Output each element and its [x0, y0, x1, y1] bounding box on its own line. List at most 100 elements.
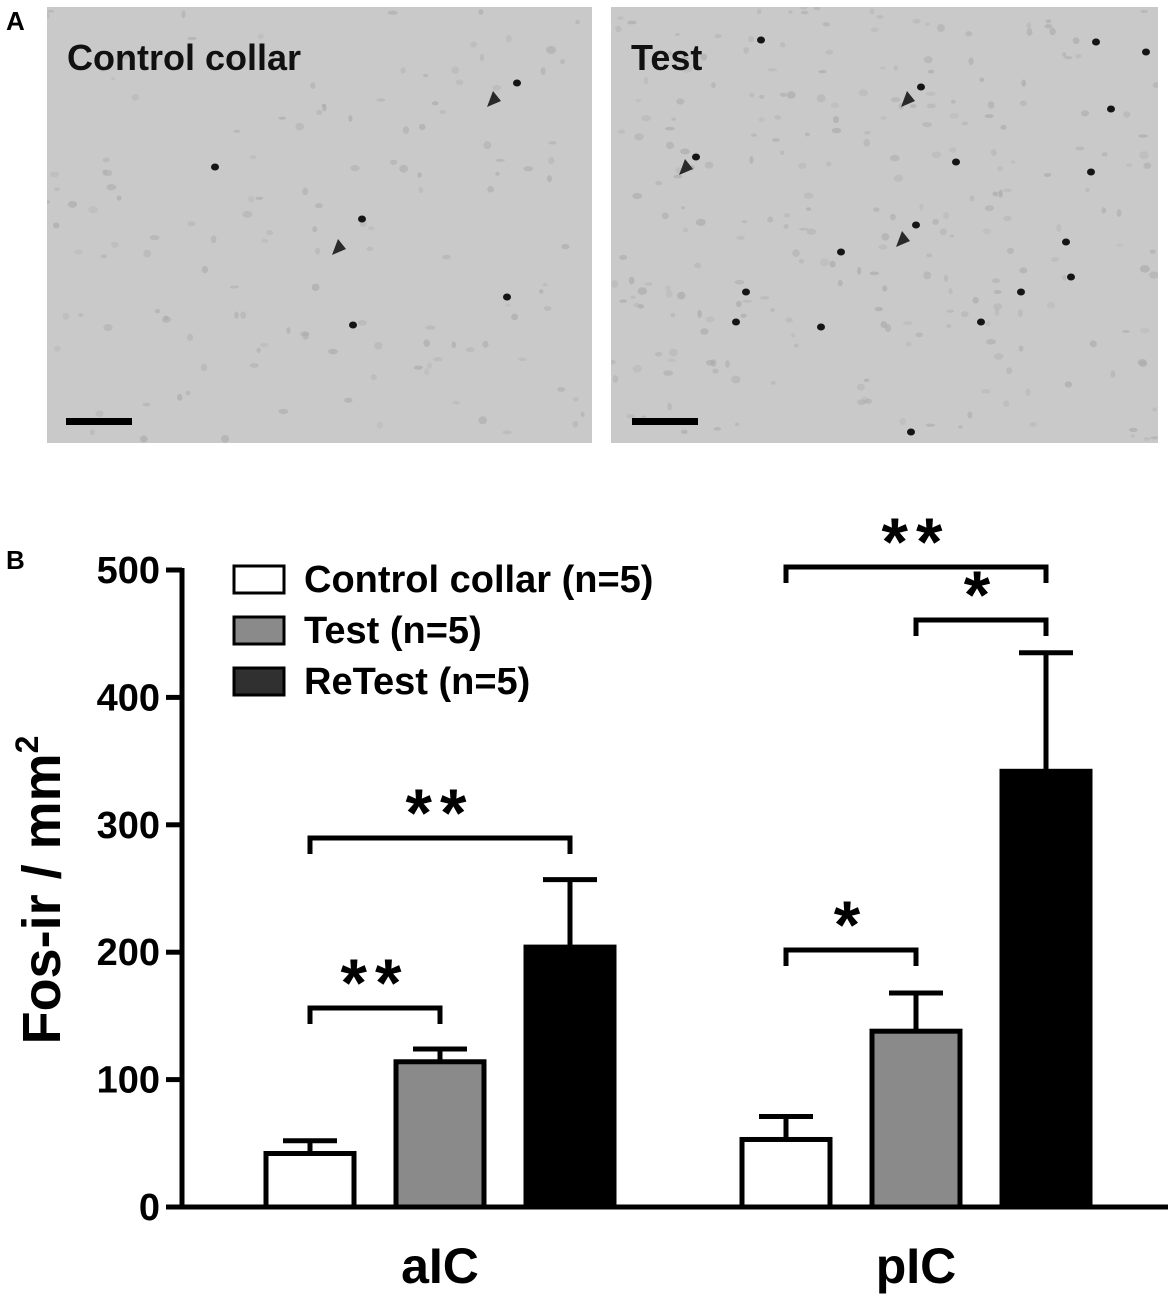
faint-cell [185, 390, 191, 396]
faint-cell [673, 174, 683, 179]
faint-cell [880, 321, 888, 328]
faint-cell [200, 363, 208, 372]
faint-cell [1062, 52, 1067, 57]
faint-cell [1143, 162, 1152, 169]
faint-cell [546, 175, 552, 183]
faint-cell [374, 341, 383, 350]
faint-cell [767, 216, 774, 223]
faint-cell [311, 283, 320, 291]
significance-bracket [913, 617, 1049, 636]
faint-cell [1029, 421, 1037, 427]
faint-cell [376, 421, 383, 429]
faint-cell [47, 200, 50, 204]
faint-cell [1140, 9, 1149, 14]
faint-cell [915, 332, 923, 338]
faint-cell [829, 260, 836, 268]
faint-cell [1123, 111, 1131, 118]
faint-cell [1025, 388, 1031, 396]
faint-cell [328, 348, 338, 355]
faint-cell [668, 50, 673, 56]
faint-cell [1049, 27, 1056, 36]
faint-cell [478, 9, 484, 16]
faint-cell [1138, 134, 1149, 138]
stained-nucleus [211, 163, 219, 171]
faint-cell [770, 381, 776, 385]
faint-cell [417, 172, 422, 178]
faint-cell [131, 93, 139, 101]
faint-cell [997, 165, 1004, 172]
faint-cell [1072, 37, 1080, 45]
faint-cell [939, 228, 947, 236]
faint-cell [1116, 243, 1124, 247]
faint-cell [74, 249, 83, 255]
faint-cell [47, 13, 50, 19]
faint-cell [806, 228, 817, 235]
faint-cell [229, 285, 239, 289]
faint-cell [779, 42, 786, 48]
faint-cell [1026, 28, 1033, 36]
bar [999, 768, 1093, 1210]
faint-cell [539, 289, 544, 294]
faint-cell [642, 45, 648, 52]
significance-bracket [307, 1005, 443, 1024]
x-tick-label: pIC [876, 1238, 957, 1294]
legend-swatch [232, 615, 286, 646]
faint-cell [1003, 400, 1010, 408]
faint-cell [805, 207, 812, 211]
faint-cell [863, 378, 870, 383]
faint-cell [88, 206, 99, 214]
faint-cell [667, 358, 676, 362]
faint-cell [117, 57, 123, 65]
faint-cell [433, 357, 443, 362]
significance-label: ** [406, 775, 475, 851]
faint-cell [479, 53, 485, 62]
faint-cell [387, 10, 398, 15]
bar [393, 1059, 487, 1210]
faint-cell [1006, 247, 1014, 255]
faint-cell [946, 309, 955, 313]
stained-nucleus [358, 215, 366, 223]
faint-cell [627, 20, 637, 25]
faint-cell [103, 169, 113, 177]
significance-label: * [834, 887, 868, 963]
faint-cell [965, 31, 973, 37]
faint-cell [67, 200, 78, 208]
faint-cell [110, 241, 119, 248]
faint-cell [771, 138, 780, 142]
panel-a-letter: A [6, 6, 25, 36]
faint-cell [856, 383, 865, 391]
faint-cell [495, 171, 500, 176]
faint-cell [979, 77, 985, 82]
faint-cell [943, 274, 949, 283]
significance-bracket [783, 564, 1049, 583]
faint-cell [240, 311, 247, 319]
faint-cell [633, 302, 640, 308]
y-tick-label: 400 [97, 677, 160, 719]
faint-cell [548, 156, 555, 165]
faint-cell [210, 235, 217, 244]
stained-nucleus [692, 153, 700, 161]
faint-cell [1010, 160, 1016, 164]
faint-cell [102, 157, 111, 163]
faint-cell [1047, 301, 1056, 309]
faint-cell [751, 133, 757, 137]
faint-cell [882, 285, 888, 292]
scale-bar [66, 418, 132, 425]
faint-cell [927, 69, 935, 74]
stained-nucleus [732, 318, 740, 326]
faint-cell [49, 171, 60, 178]
faint-cell [926, 103, 936, 109]
stained-nucleus [907, 428, 915, 436]
faint-cell [774, 115, 782, 120]
faint-cell [628, 276, 635, 285]
faint-cell [418, 186, 424, 194]
faint-cell [78, 313, 84, 317]
faint-cell [878, 244, 888, 250]
faint-cell [1064, 381, 1073, 388]
faint-cell [632, 192, 643, 200]
faint-cell [767, 68, 778, 72]
faint-cell [295, 122, 305, 131]
faint-cell [348, 115, 353, 122]
faint-cell [870, 27, 879, 32]
faint-cell [793, 343, 799, 348]
